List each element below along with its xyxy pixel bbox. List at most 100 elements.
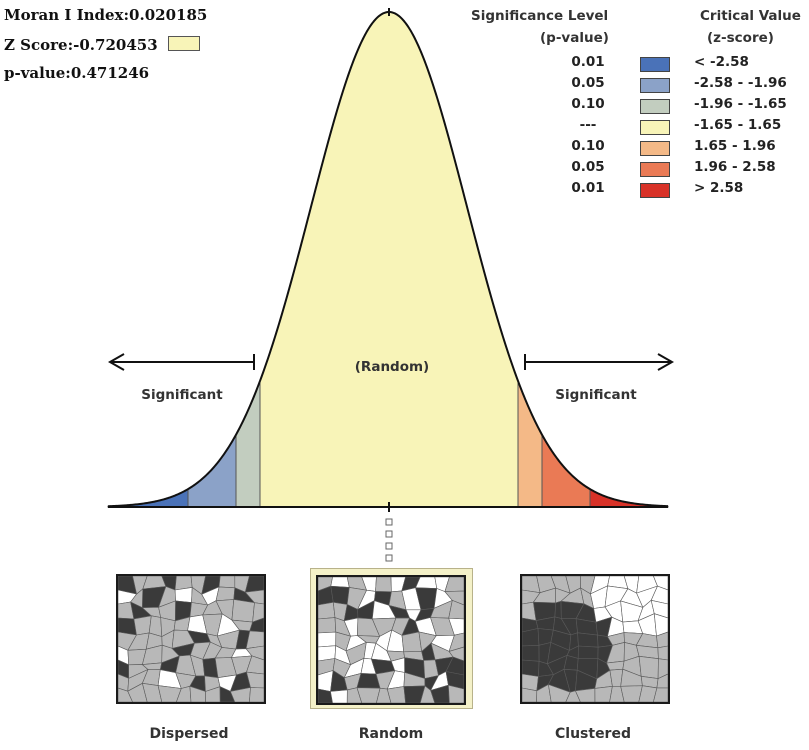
map-polygon bbox=[419, 685, 436, 703]
legend-swatch bbox=[640, 99, 670, 114]
map-polygon bbox=[653, 613, 668, 637]
legend-zscore: 1.65 - 1.96 bbox=[694, 138, 776, 154]
map-polygon bbox=[657, 658, 668, 680]
map-polygon bbox=[245, 645, 264, 661]
curve-band bbox=[235, 380, 261, 508]
legend-row: 0.01 > 2.58 bbox=[560, 180, 808, 200]
map-polygon bbox=[330, 689, 348, 703]
map-polygon bbox=[448, 617, 464, 636]
legend-zscore: 1.96 - 2.58 bbox=[694, 159, 776, 175]
map-polygon bbox=[231, 599, 255, 623]
random-map-pattern bbox=[318, 577, 464, 703]
random-label: Random bbox=[358, 726, 424, 742]
map-polygon bbox=[205, 686, 221, 702]
clustered-map bbox=[520, 574, 670, 704]
map-polygon bbox=[252, 602, 264, 623]
map-polygon bbox=[176, 685, 192, 702]
legend-pvalue: 0.01 bbox=[571, 54, 605, 70]
map-polygon bbox=[574, 688, 596, 702]
curve-band bbox=[259, 11, 519, 508]
map-polygon bbox=[522, 687, 538, 702]
significance-header: Significance Level bbox=[471, 8, 609, 24]
map-polygon bbox=[127, 682, 148, 702]
random-map bbox=[316, 575, 466, 705]
map-polygon bbox=[548, 684, 571, 702]
right-arrow bbox=[524, 353, 675, 371]
legend-swatch bbox=[640, 120, 670, 135]
dispersed-label: Dispersed bbox=[149, 726, 229, 742]
map-polygon bbox=[536, 684, 552, 702]
legend-row: 0.10 -1.96 - -1.65 bbox=[560, 96, 808, 116]
legend-pvalue: 0.10 bbox=[571, 138, 605, 154]
map-polygon bbox=[650, 599, 668, 619]
p-value-text: p-value:0.471246 bbox=[4, 64, 150, 82]
map-polygon bbox=[318, 617, 337, 634]
legend-pvalue: 0.05 bbox=[571, 75, 605, 91]
map-polygon bbox=[577, 632, 599, 648]
map-polygon bbox=[448, 684, 464, 703]
map-polygon bbox=[657, 645, 668, 661]
map-polygon bbox=[249, 687, 264, 702]
map-polygon bbox=[330, 577, 350, 588]
map-polygon bbox=[376, 687, 392, 703]
map-polygon bbox=[157, 685, 182, 702]
map-polygon bbox=[118, 687, 133, 702]
map-polygon bbox=[445, 656, 464, 676]
curve-band bbox=[517, 380, 543, 508]
map-polygon bbox=[189, 685, 206, 702]
critical-subheader: (z-score) bbox=[707, 30, 774, 46]
map-polygon bbox=[594, 685, 613, 702]
legend-zscore: < -2.58 bbox=[694, 54, 749, 70]
map-polygon bbox=[318, 688, 333, 703]
map-polygon bbox=[638, 655, 659, 679]
map-polygon bbox=[448, 599, 464, 620]
legend-swatch bbox=[640, 141, 670, 156]
map-polygon bbox=[577, 645, 599, 659]
legend-swatch bbox=[640, 183, 670, 198]
legend-pvalue: --- bbox=[579, 117, 597, 133]
legend-pvalue: 0.01 bbox=[571, 180, 605, 196]
z-score-text: Z Score:-0.720453 bbox=[4, 36, 158, 54]
map-polygon bbox=[656, 673, 668, 689]
legend-swatch bbox=[640, 78, 670, 93]
map-polygon bbox=[218, 576, 236, 589]
critical-header: Critical Value bbox=[700, 8, 801, 24]
map-polygon bbox=[522, 659, 540, 677]
map-polygon bbox=[650, 585, 668, 605]
dispersed-map-pattern bbox=[118, 576, 264, 702]
legend-zscore: -1.65 - 1.65 bbox=[694, 117, 782, 133]
legend-row: 0.10 1.65 - 1.96 bbox=[560, 138, 808, 158]
legend-pvalue: 0.10 bbox=[571, 96, 605, 112]
map-polygon bbox=[401, 631, 423, 653]
z-score-line: Z Score:-0.720453 bbox=[4, 36, 200, 54]
legend-zscore: > 2.58 bbox=[694, 180, 744, 196]
map-polygon bbox=[445, 671, 464, 690]
map-polygon bbox=[620, 685, 643, 702]
map-polygon bbox=[215, 586, 236, 602]
map-polygon bbox=[653, 687, 668, 702]
map-polygon bbox=[554, 600, 562, 619]
map-polygon bbox=[246, 671, 264, 689]
map-polygon bbox=[430, 684, 450, 703]
map-polygon bbox=[444, 577, 464, 592]
dotted-connector bbox=[385, 518, 393, 562]
map-polygon bbox=[249, 617, 264, 633]
map-polygon bbox=[318, 631, 337, 648]
map-polygon bbox=[245, 630, 264, 650]
map-polygon bbox=[656, 631, 668, 649]
map-polygon bbox=[244, 589, 264, 605]
map-polygon bbox=[318, 601, 336, 620]
map-polygon bbox=[609, 686, 625, 702]
significance-subheader: (p-value) bbox=[540, 30, 609, 46]
map-polygon bbox=[522, 644, 540, 662]
map-polygon bbox=[565, 690, 581, 702]
moran-index-text: Moran I Index:0.020185 bbox=[4, 6, 208, 24]
map-polygon bbox=[133, 615, 152, 636]
map-polygon bbox=[448, 632, 464, 652]
legend-swatch bbox=[640, 162, 670, 177]
map-polygon bbox=[246, 655, 264, 675]
map-polygon bbox=[375, 577, 392, 593]
clustered-map-pattern bbox=[522, 576, 668, 702]
random-center-label: (Random) bbox=[355, 359, 429, 375]
